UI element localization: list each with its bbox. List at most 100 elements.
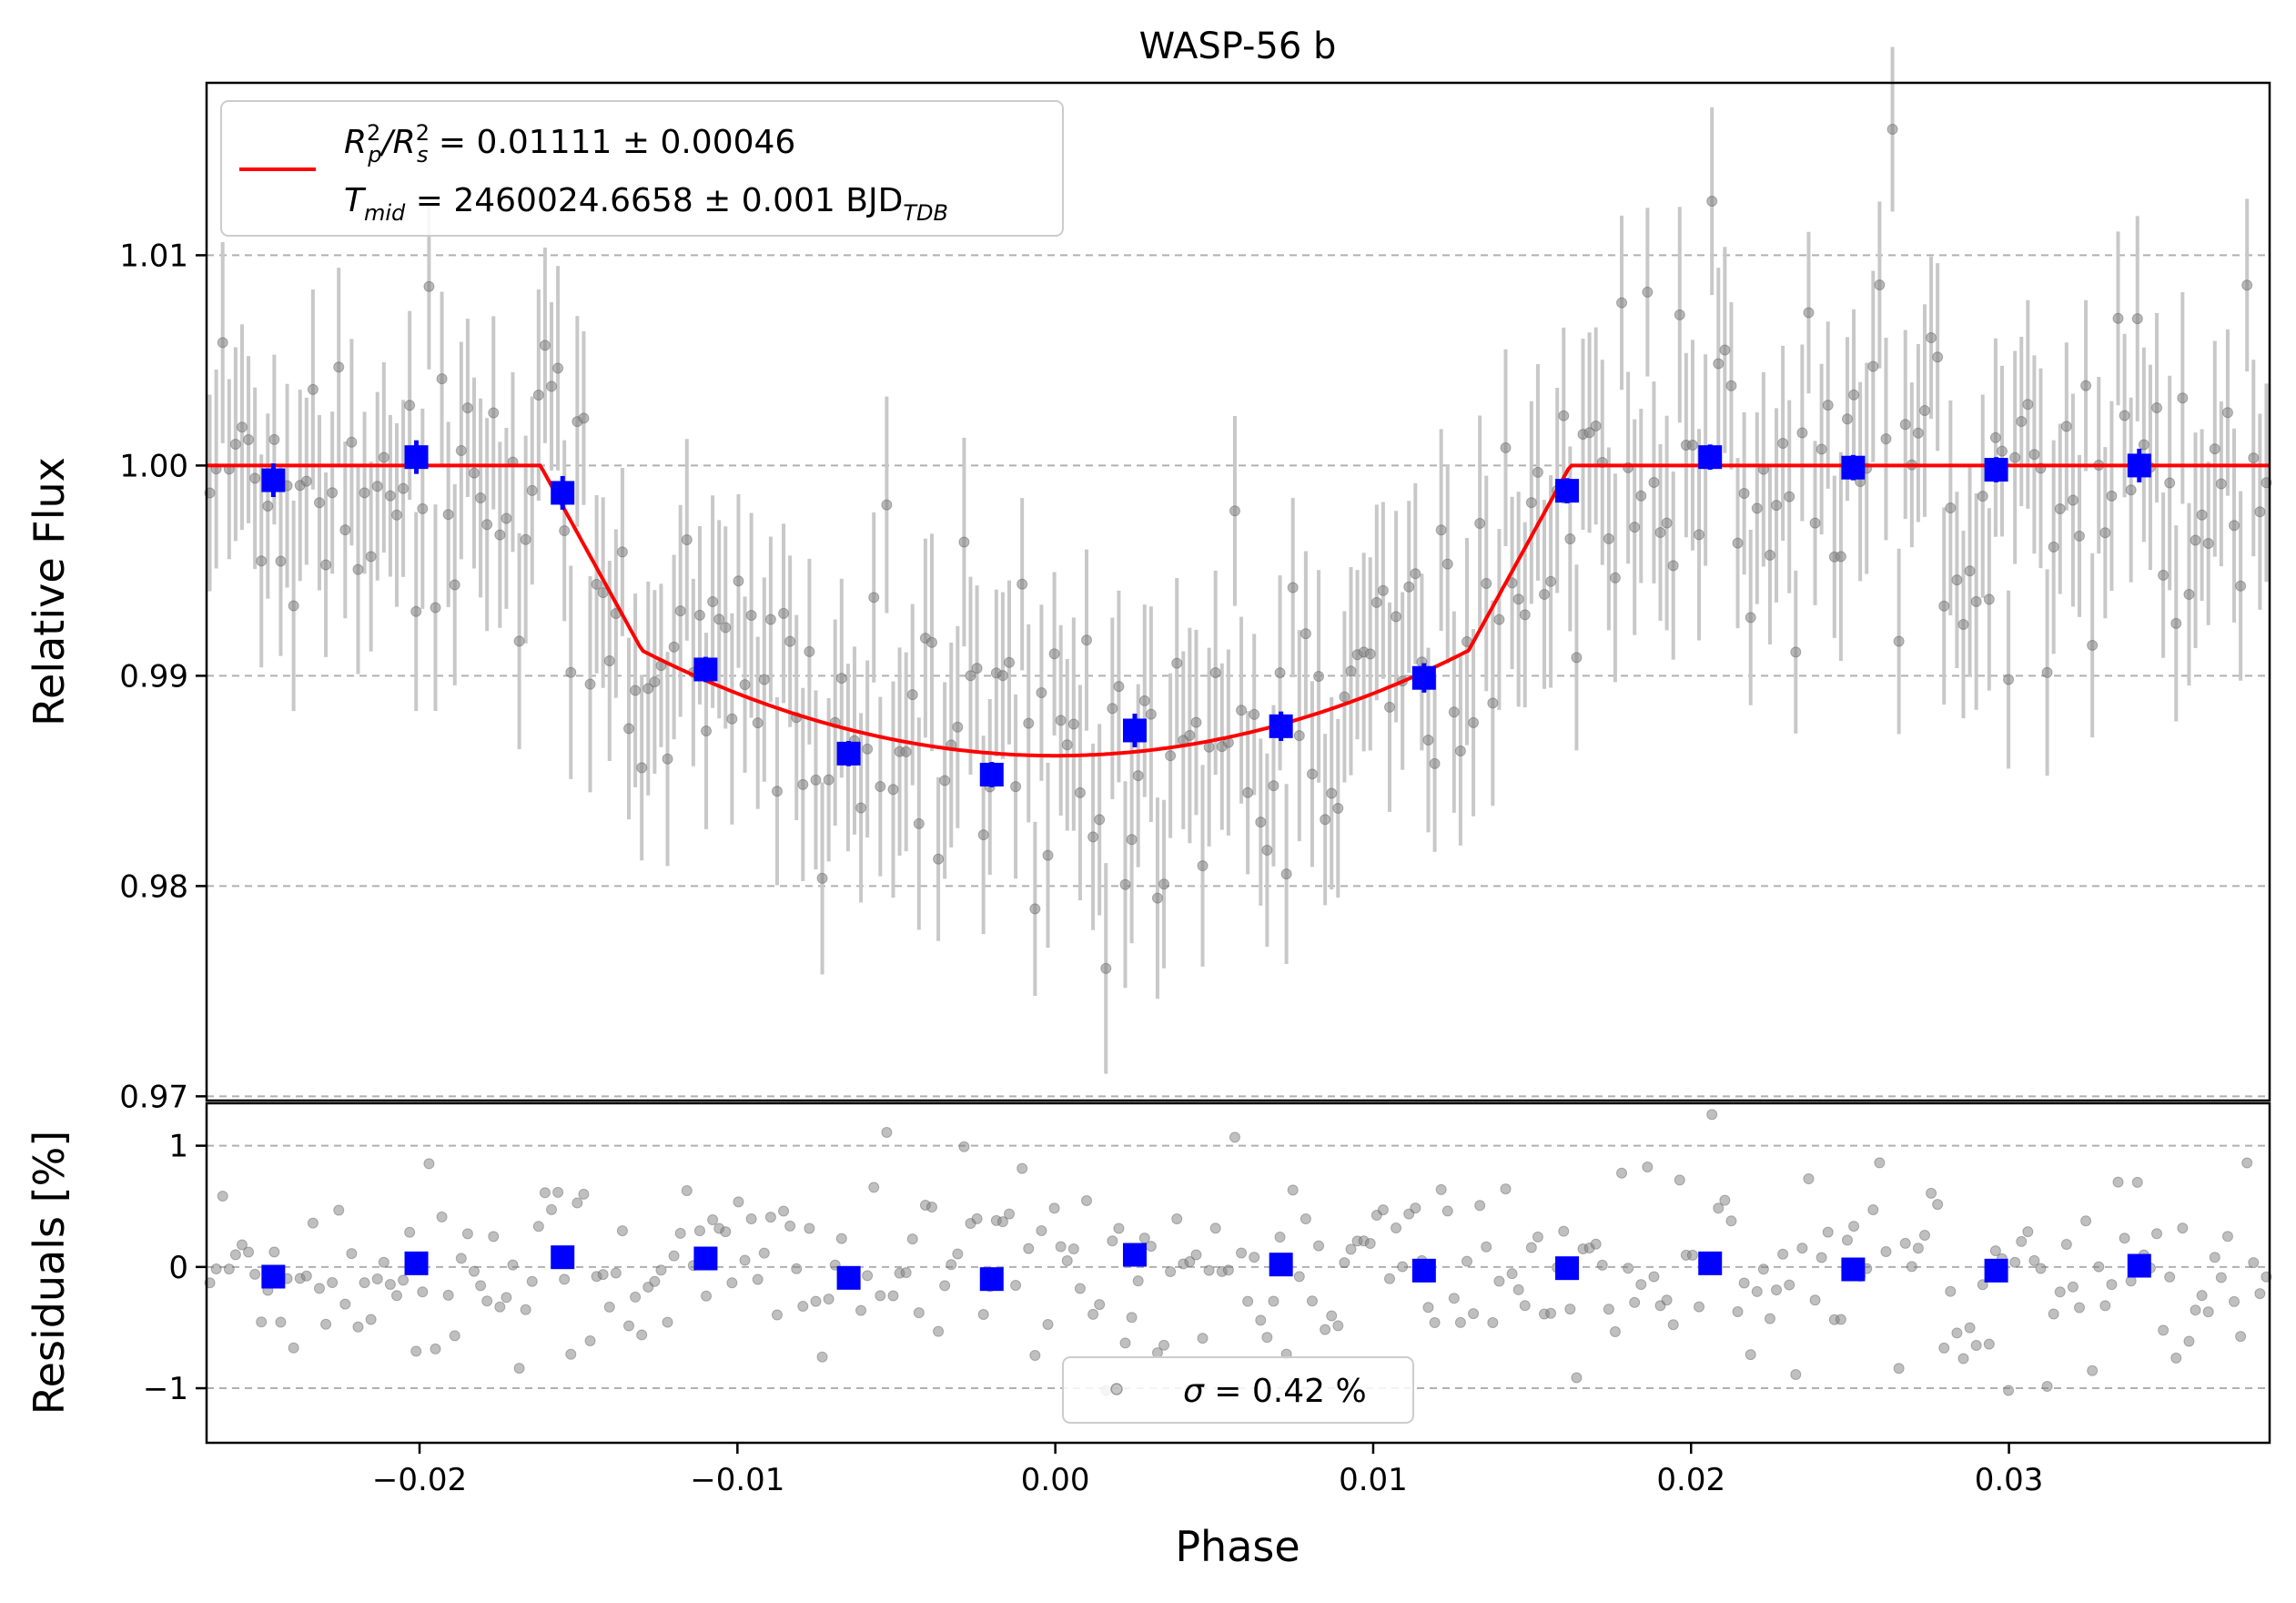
raw-point — [597, 587, 609, 599]
raw-point — [745, 609, 757, 621]
raw-point — [1809, 517, 1821, 529]
y-tick-label-bottom: 0 — [168, 1250, 188, 1286]
transit-model-line — [207, 463, 2270, 758]
residual-point — [1661, 1294, 1673, 1306]
raw-point — [455, 444, 467, 456]
binned-point — [1122, 718, 1147, 743]
binned-point — [1698, 445, 1723, 470]
residual-point — [1686, 1249, 1698, 1261]
residual-point — [1822, 1226, 1834, 1238]
residual-point — [1391, 1223, 1402, 1234]
residual-point — [2028, 1254, 2040, 1266]
raw-point — [249, 472, 261, 484]
residual-point — [1564, 1304, 1576, 1315]
raw-point — [1558, 410, 1570, 421]
raw-point — [616, 546, 628, 558]
raw-point — [752, 717, 764, 729]
raw-point — [288, 600, 299, 612]
x-tick-label: 0.01 — [1339, 1462, 1408, 1498]
residual-point — [2048, 1308, 2059, 1320]
raw-point — [1912, 427, 1924, 439]
raw-point — [526, 484, 538, 496]
raw-point — [1918, 405, 1930, 417]
residual-point — [1874, 1157, 1886, 1169]
raw-point — [2170, 617, 2182, 629]
raw-point — [1287, 582, 1299, 594]
raw-point — [2183, 588, 2195, 600]
raw-point — [1474, 518, 1486, 530]
binned-residual-point — [1984, 1258, 2008, 1283]
residual-point — [733, 1196, 744, 1208]
raw-point — [996, 670, 1008, 682]
residual-point — [939, 1280, 951, 1292]
raw-point — [1274, 667, 1286, 679]
residual-point — [1906, 1261, 1917, 1273]
y-tick-label-top: 1.01 — [119, 238, 188, 274]
y-tick-label-top: 0.98 — [119, 868, 188, 905]
residual-point — [1713, 1202, 1725, 1214]
residual-point — [526, 1275, 538, 1287]
raw-point — [2164, 477, 2176, 489]
raw-point — [1822, 400, 1834, 411]
raw-point — [1377, 584, 1389, 596]
residual-point — [1287, 1184, 1299, 1196]
raw-point — [339, 524, 351, 536]
raw-point — [300, 475, 312, 487]
raw-point — [1945, 502, 1957, 513]
raw-point — [1816, 443, 1827, 455]
raw-point — [1500, 441, 1512, 453]
residual-point — [275, 1316, 287, 1328]
raw-point — [1893, 635, 1905, 647]
residual-point — [1107, 1235, 1118, 1247]
raw-point — [333, 361, 345, 373]
raw-point — [1674, 309, 1685, 320]
raw-point — [1306, 768, 1318, 780]
residual-point — [1313, 1240, 1325, 1252]
raw-point — [1841, 413, 1853, 425]
raw-point — [229, 438, 241, 450]
residual-point — [430, 1343, 441, 1354]
raw-point — [1977, 491, 1988, 502]
raw-point — [1996, 445, 2008, 457]
residual-point — [2009, 1256, 2021, 1268]
residual-point — [398, 1274, 410, 1286]
residual-point — [1474, 1200, 1486, 1212]
residual-point — [1029, 1350, 1041, 1362]
residual-point — [1429, 1317, 1441, 1329]
residual-point — [1332, 1320, 1344, 1332]
residual-point — [2041, 1380, 2053, 1392]
raw-point — [2138, 439, 2149, 451]
residual-point — [913, 1307, 925, 1319]
residual-point — [1506, 1268, 1518, 1280]
raw-point — [1525, 497, 1537, 509]
raw-point — [835, 673, 847, 685]
residual-point — [1222, 1264, 1234, 1276]
raw-point — [649, 676, 661, 688]
raw-point — [2202, 537, 2214, 549]
raw-point — [1532, 466, 1543, 478]
raw-point — [1706, 195, 1718, 207]
residual-point — [2151, 1228, 2163, 1240]
bottom-plot-frame — [205, 1101, 2271, 1445]
binned-residual-point — [836, 1265, 861, 1290]
raw-point — [2131, 313, 2143, 325]
residual-point — [1004, 1208, 1016, 1220]
residual-point — [1932, 1199, 1944, 1211]
raw-point — [900, 746, 912, 757]
residual-point — [668, 1250, 680, 1262]
raw-point — [1132, 770, 1144, 782]
residual-point — [1339, 1257, 1350, 1269]
raw-point — [726, 713, 738, 725]
raw-point — [1835, 551, 1846, 563]
residual-point — [2248, 1257, 2260, 1269]
raw-point — [1151, 892, 1163, 904]
residual-point — [1042, 1318, 1054, 1330]
raw-point — [2158, 569, 2170, 581]
raw-point — [217, 337, 228, 349]
residual-point — [1300, 1212, 1311, 1224]
residual-point — [333, 1204, 345, 1216]
residual-point — [778, 1205, 790, 1217]
residual-point — [320, 1318, 332, 1330]
raw-point — [1648, 476, 1660, 488]
residual-point — [1255, 1314, 1267, 1326]
